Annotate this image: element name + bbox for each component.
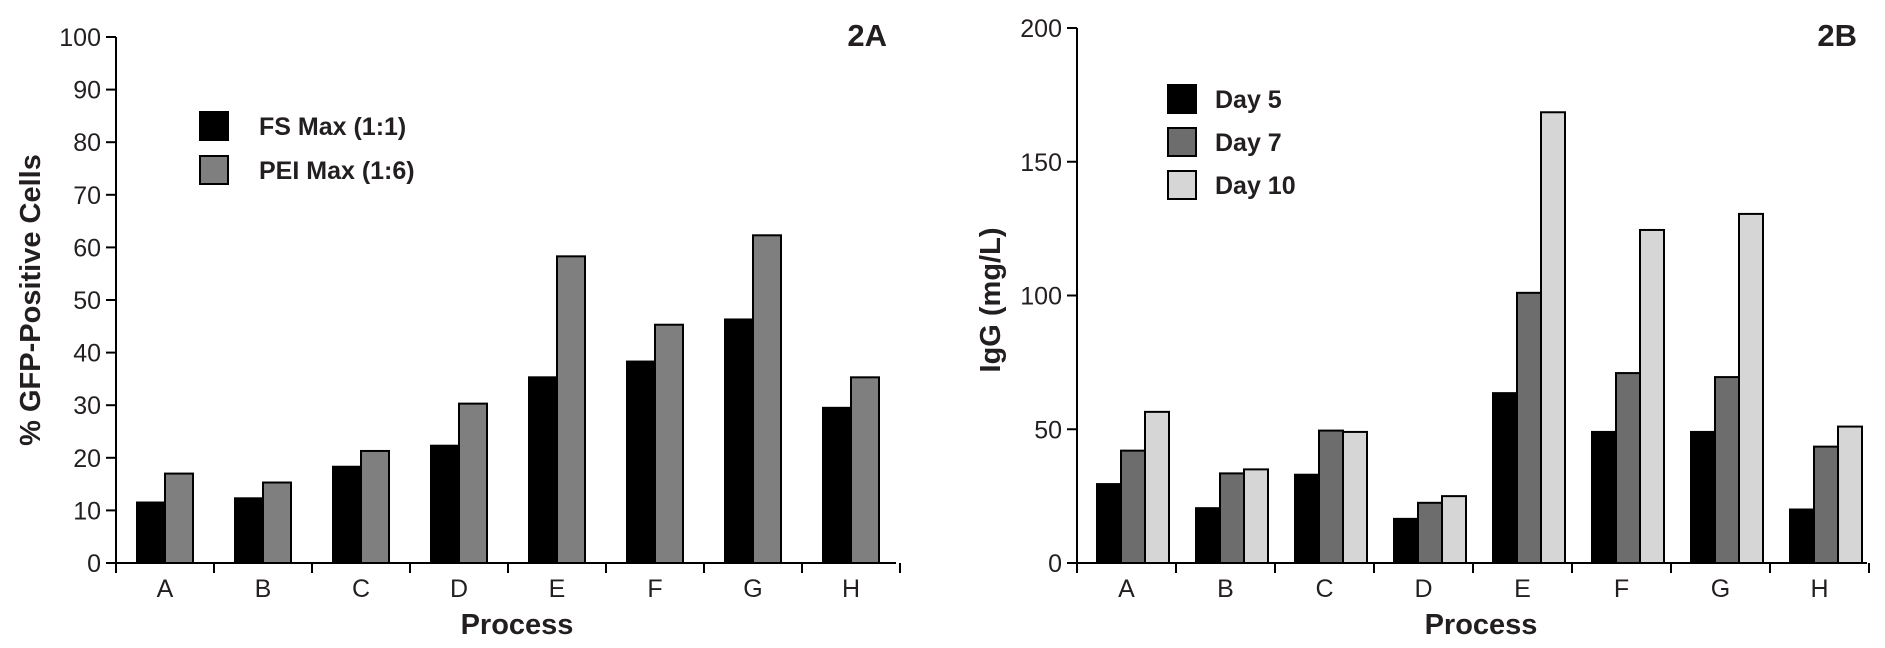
bar-2b-series1-h xyxy=(1789,508,1815,564)
bar-2b-series3-a xyxy=(1144,410,1170,564)
x-tick-label-2a-b: B xyxy=(255,575,272,603)
bar-2b-series2-e xyxy=(1516,291,1542,564)
bar-2a-series1-d xyxy=(430,444,460,564)
legend-2a: FS Max (1:1) PEI Max (1:6) xyxy=(199,111,415,185)
bar-2b-series1-a xyxy=(1096,483,1122,564)
bar-2a-series2-f xyxy=(654,323,684,564)
legend-swatch-2a-series2 xyxy=(199,155,229,185)
bar-2a-series1-e xyxy=(528,376,558,564)
x-tick-label-2b-f: F xyxy=(1614,575,1629,603)
x-tick-label-2a-g: G xyxy=(743,575,762,603)
bar-2a-series1-a xyxy=(136,501,166,565)
x-tick-label-2b-h: H xyxy=(1810,575,1828,603)
bar-2b-series1-c xyxy=(1294,473,1320,565)
x-tick-label-2a-e: E xyxy=(549,575,566,603)
bar-2a-series1-h xyxy=(822,406,852,564)
x-tick-label-2b-a: A xyxy=(1118,575,1135,603)
chart-2b: 2B IgG (mg/L) Process 0 50 100 150 200 A B C D E F… xyxy=(975,15,1870,641)
y-tick-label-2b: 50 xyxy=(1034,416,1062,444)
y-tick-label-2a: 70 xyxy=(73,182,101,210)
y-tick-label-2a: 90 xyxy=(73,77,101,105)
x-tick-label-2a-h: H xyxy=(842,575,860,603)
bar-2a-series1-f xyxy=(626,360,656,564)
bar-2b-series2-c xyxy=(1318,429,1344,564)
bar-2a-series1-c xyxy=(332,465,362,565)
y-tick-label-2b: 100 xyxy=(1020,283,1062,311)
panel-label-2a: 2A xyxy=(847,18,887,53)
y-axis-title-2a: % GFP-Positive Cells xyxy=(15,154,47,446)
bar-2a-series2-h xyxy=(850,376,880,564)
y-tick-label-2a: 40 xyxy=(73,340,101,368)
x-tick-label-2a-f: F xyxy=(647,575,662,603)
y-tick-label-2a: 80 xyxy=(73,129,101,157)
bar-2a-series2-c xyxy=(360,449,390,565)
bar-2a-series1-g xyxy=(724,318,754,564)
x-tick-label-2a-a: A xyxy=(157,575,174,603)
legend-label-2a-series2: PEI Max (1:6) xyxy=(259,157,415,185)
bar-2a-series2-e xyxy=(556,255,586,564)
bar-2b-series3-g xyxy=(1738,212,1764,564)
legend-label-2b-series1: Day 5 xyxy=(1215,86,1282,114)
x-tick-label-2a-d: D xyxy=(450,575,468,603)
y-tick-label-2a: 100 xyxy=(59,24,101,52)
bar-2b-series3-e xyxy=(1540,111,1566,564)
bar-2a-series2-b xyxy=(262,481,292,564)
y-tick-label-2b: 0 xyxy=(1048,550,1062,578)
bar-2b-series3-d xyxy=(1441,495,1467,564)
legend-label-2a-series1: FS Max (1:1) xyxy=(259,113,406,141)
bar-2b-series1-e xyxy=(1492,392,1518,565)
bar-2b-series2-h xyxy=(1813,445,1839,565)
legend-swatch-2b-series3 xyxy=(1167,170,1197,200)
y-tick-label-2a: 10 xyxy=(73,497,101,525)
y-tick-label-2b: 200 xyxy=(1020,15,1062,43)
bar-2b-series3-b xyxy=(1243,468,1269,564)
legend-swatch-2b-series1 xyxy=(1167,84,1197,114)
bar-2a-series2-d xyxy=(458,402,488,565)
y-tick-label-2a: 30 xyxy=(73,392,101,420)
x-axis-title-2a: Process xyxy=(461,609,574,641)
x-axis-title-2b: Process xyxy=(1425,609,1538,641)
y-tick-label-2a: 60 xyxy=(73,234,101,262)
bar-2b-series1-f xyxy=(1591,430,1617,564)
bar-2b-series2-b xyxy=(1219,472,1245,565)
bar-2b-series3-h xyxy=(1837,425,1863,565)
x-tick-label-2a-c: C xyxy=(352,575,370,603)
y-tick-label-2a: 0 xyxy=(87,550,101,578)
y-tick-label-2a: 20 xyxy=(73,445,101,473)
legend-label-2b-series2: Day 7 xyxy=(1215,129,1282,157)
bar-2a-series2-g xyxy=(752,234,782,564)
bar-2a-series2-a xyxy=(164,472,194,564)
legend-swatch-2b-series2 xyxy=(1167,127,1197,157)
legend-swatch-2a-series1 xyxy=(199,111,229,141)
bar-2b-series3-f xyxy=(1639,228,1665,564)
y-axis-title-2b: IgG (mg/L) xyxy=(975,228,1007,373)
bar-2b-series1-d xyxy=(1393,517,1419,564)
y-tick-label-2a: 50 xyxy=(73,287,101,315)
legend-2b: Day 5 Day 7 Day 10 xyxy=(1167,84,1296,200)
chart-2a: 2A % GFP-Positive Cells Process 0 10 20 30 4… xyxy=(15,18,901,641)
y-tick-label-2b: 150 xyxy=(1020,149,1062,177)
legend-label-2b-series3: Day 10 xyxy=(1215,172,1296,200)
bar-2b-series2-f xyxy=(1615,372,1641,565)
bar-2a-series1-b xyxy=(234,497,264,564)
bar-2b-series2-a xyxy=(1120,449,1146,564)
x-tick-label-2b-d: D xyxy=(1414,575,1432,603)
bar-2b-series2-d xyxy=(1417,501,1443,564)
x-tick-label-2b-c: C xyxy=(1315,575,1333,603)
bar-2b-series2-g xyxy=(1714,376,1740,564)
x-tick-label-2b-e: E xyxy=(1514,575,1531,603)
bar-2b-series1-g xyxy=(1690,430,1716,564)
bar-2b-series1-b xyxy=(1195,507,1221,565)
x-tick-label-2b-b: B xyxy=(1217,575,1234,603)
bar-2b-series3-c xyxy=(1342,430,1368,564)
panel-label-2b: 2B xyxy=(1817,18,1857,53)
x-tick-label-2b-g: G xyxy=(1711,575,1730,603)
